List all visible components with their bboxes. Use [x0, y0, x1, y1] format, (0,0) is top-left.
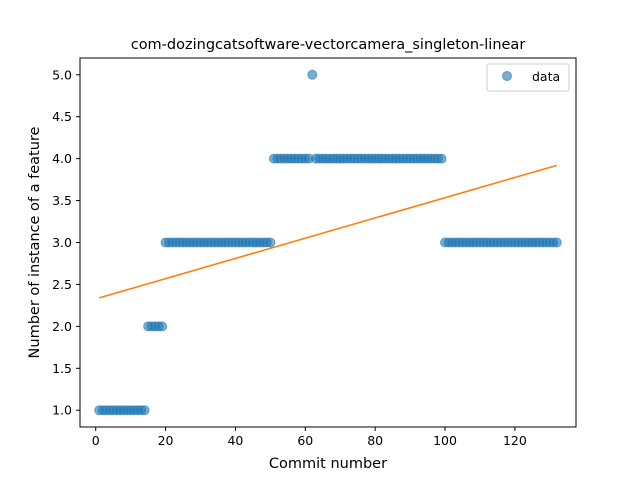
- chart-title: com-dozingcatsoftware-vectorcamera_singl…: [131, 37, 526, 53]
- x-tick-label-60: 60: [297, 433, 313, 448]
- data-point: [551, 237, 562, 248]
- data-points: [94, 69, 562, 416]
- data-point: [436, 153, 447, 164]
- y-tick-label-3: 2.5: [52, 277, 72, 292]
- y-tick-label-5: 3.5: [52, 193, 72, 208]
- legend-label-data: data: [532, 69, 560, 84]
- data-point: [139, 405, 150, 416]
- x-tick-label-100: 100: [433, 433, 457, 448]
- y-tick-label-0: 1.0: [52, 403, 72, 418]
- y-tick-label-2: 2.0: [52, 319, 72, 334]
- y-axis-label: Number of instance of a feature: [27, 126, 43, 358]
- fit-line: [98, 164, 558, 299]
- x-tick-label-120: 120: [503, 433, 527, 448]
- y-tick-label-7: 4.5: [52, 109, 72, 124]
- y-tick-label-6: 4.0: [52, 151, 72, 166]
- data-point: [265, 237, 276, 248]
- data-point: [157, 321, 168, 332]
- legend-box: [486, 63, 570, 92]
- y-tick-label-4: 3.0: [52, 235, 72, 250]
- data-point: [307, 69, 318, 80]
- y-tick-label-1: 1.5: [52, 361, 72, 376]
- y-tick-label-8: 5.0: [52, 67, 72, 82]
- legend-marker-data: [502, 71, 512, 81]
- x-tick-label-40: 40: [227, 433, 243, 448]
- x-axis-label: Commit number: [269, 456, 387, 472]
- x-tick-label-80: 80: [367, 433, 383, 448]
- plot-frame: [79, 57, 577, 428]
- x-tick-label-0: 0: [92, 433, 100, 448]
- x-tick-label-20: 20: [158, 433, 174, 448]
- axis-ticks: 0 20 40 60 80 100 120 1.0 1.5 2.0 2.5 3.0 3.5 4.0 4.5 5…: [52, 67, 527, 448]
- fit-layer: [98, 164, 558, 299]
- legend: data: [486, 63, 570, 92]
